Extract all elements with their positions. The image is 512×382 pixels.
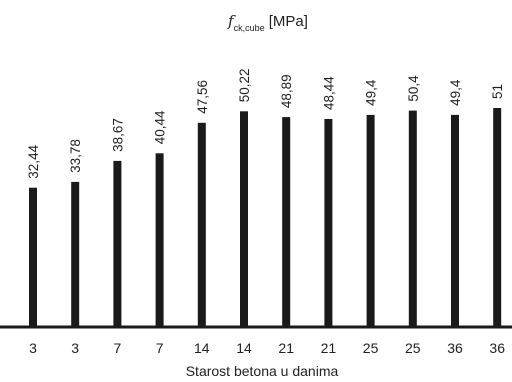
x-tick-label-6: 14 <box>236 340 252 356</box>
x-tick-labels-group: 3 3 7 7 14 14 21 21 25 25 36 36 <box>29 340 505 356</box>
bar-6 <box>240 111 248 327</box>
bar-8 <box>324 119 333 327</box>
data-label-9: 49,4 <box>364 79 379 106</box>
x-axis-title: Starost betona u danima <box>186 363 339 379</box>
bar-3 <box>113 160 122 327</box>
chart-title: fck,cube [MPa] <box>227 12 308 33</box>
bar-7 <box>282 117 291 327</box>
x-tick-label-2: 3 <box>71 340 79 356</box>
data-label-1: 32,44 <box>26 144 41 178</box>
x-tick-label-9: 25 <box>363 340 379 356</box>
x-tick-label-10: 25 <box>405 340 421 356</box>
x-tick-label-7: 21 <box>278 340 294 356</box>
data-label-3: 38,67 <box>110 118 125 152</box>
data-label-11: 49,4 <box>448 79 463 106</box>
bar-11 <box>451 114 459 328</box>
bars-group <box>29 108 502 328</box>
data-label-10: 50,4 <box>406 75 421 102</box>
bar-2 <box>71 181 80 327</box>
chart-title-subscript: ck,cube <box>234 23 265 33</box>
x-tick-label-3: 7 <box>114 340 122 356</box>
chart-title-unit: [MPa] <box>265 13 308 30</box>
chart-title-symbol: f <box>227 12 236 30</box>
data-label-2: 33,78 <box>68 139 83 173</box>
x-tick-label-11: 36 <box>447 340 463 356</box>
x-tick-label-1: 3 <box>29 340 37 356</box>
data-label-8: 48,44 <box>321 76 336 110</box>
x-tick-label-8: 21 <box>321 340 337 356</box>
x-tick-label-5: 14 <box>194 340 210 356</box>
data-label-5: 47,56 <box>195 80 210 114</box>
x-tick-label-4: 7 <box>156 340 164 356</box>
value-labels-group: 32,44 33,78 38,67 40,44 47,56 50,22 48,89 48,44… <box>26 69 505 179</box>
data-label-6: 50,22 <box>237 69 252 103</box>
bar-4 <box>155 153 164 327</box>
data-label-7: 48,89 <box>279 74 294 108</box>
bar-9 <box>366 114 375 328</box>
data-label-4: 40,44 <box>153 110 168 144</box>
x-tick-label-12: 36 <box>489 340 505 356</box>
bar-10 <box>408 110 417 327</box>
data-label-12: 51 <box>490 84 505 99</box>
bar-1 <box>29 187 37 327</box>
bar-5 <box>197 122 206 327</box>
bar-12 <box>493 108 502 327</box>
